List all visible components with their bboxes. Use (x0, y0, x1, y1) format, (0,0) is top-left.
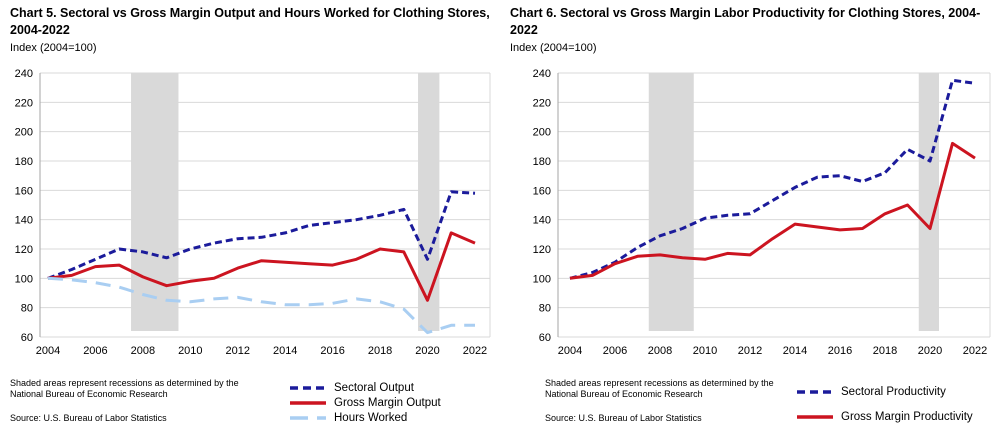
x-tick-label: 2014 (783, 345, 807, 357)
series-line-hours-worked (47, 276, 475, 335)
chart5-title: Chart 5. Sectoral vs Gross Margin Output… (10, 5, 492, 39)
x-tick-label: 2012 (226, 345, 250, 357)
legend-item-gross-margin-output: Gross Margin Output (288, 395, 441, 410)
chart5-title-line1: Chart 5. Sectoral vs Gross Margin Output… (10, 6, 490, 20)
chart6-y-axis-label: Index (2004=100) (510, 42, 597, 54)
source-note: Source: U.S. Bureau of Labor Statistics (545, 413, 702, 423)
legend-item-hours-worked: Hours Worked (288, 410, 441, 425)
chart6-title-line2: 2022 (510, 23, 538, 37)
y-tick-label: 80 (539, 303, 551, 315)
series-line-gross-margin-output (47, 231, 476, 302)
recession-band (418, 73, 440, 331)
chart6-footnote: Shaded areas represent recessions as det… (545, 378, 815, 424)
x-tick-label: 2014 (273, 345, 297, 357)
chart5-y-axis-label: Index (2004=100) (10, 42, 97, 54)
legend-item-sectoral-output: Sectoral Output (288, 380, 441, 395)
sectoral-productivity-line-swatch (797, 389, 833, 394)
x-tick-label: 2022 (463, 345, 487, 357)
y-tick-label: 200 (533, 127, 551, 139)
x-tick-label: 2012 (738, 345, 762, 357)
chart6-legend: Sectoral Productivity Gross Margin Produ… (795, 384, 973, 434)
x-tick-label: 2006 (603, 345, 627, 357)
x-tick-label: 2010 (178, 345, 202, 357)
y-tick-label: 240 (15, 68, 33, 80)
chart6-title: Chart 6. Sectoral vs Gross Margin Labor … (510, 5, 992, 39)
source-note: Source: U.S. Bureau of Labor Statistics (10, 413, 167, 423)
chart5-plot-area: 60 80 100 120 140 160 180 200 220 240 2004 2006 2008… (15, 68, 491, 357)
series-line-sectoral-output (47, 190, 476, 280)
legend-label: Sectoral Output (334, 381, 414, 394)
legend-label: Sectoral Productivity (841, 385, 946, 398)
chart5-legend: Sectoral Output Gross Margin Output Hour… (288, 380, 441, 425)
sectoral-output-line-swatch (290, 385, 326, 390)
footnote-line1: Shaded areas represent recessions as det… (545, 378, 774, 388)
x-tick-label: 2010 (693, 345, 717, 357)
x-tick-label: 2022 (963, 345, 987, 357)
x-tick-label: 2016 (320, 345, 344, 357)
x-tick-label: 2008 (648, 345, 672, 357)
y-tick-label: 240 (533, 68, 551, 80)
footnote-line1: Shaded areas represent recessions as det… (10, 378, 239, 388)
x-tick-label: 2006 (83, 345, 107, 357)
y-tick-label: 100 (533, 273, 551, 285)
y-tick-label: 160 (15, 185, 33, 197)
y-tick-label: 120 (15, 244, 33, 256)
chart5-footnote: Shaded areas represent recessions as det… (10, 378, 280, 424)
y-tick-label: 180 (15, 156, 33, 168)
footnote-line2: National Bureau of Economic Research (545, 389, 703, 399)
legend-label: Gross Margin Productivity (841, 410, 973, 423)
footnote-line2: National Bureau of Economic Research (10, 389, 168, 399)
y-tick-label: 60 (539, 332, 551, 344)
x-tick-label: 2018 (873, 345, 897, 357)
y-tick-label: 220 (15, 97, 33, 109)
y-tick-label: 120 (533, 244, 551, 256)
x-tick-label: 2004 (36, 345, 60, 357)
gross-margin-productivity-line-swatch (797, 414, 833, 419)
legend-item-gross-margin-productivity: Gross Margin Productivity (795, 409, 973, 424)
y-tick-label: 60 (21, 332, 33, 344)
chart6-plot-area: 60 80 100 120 140 160 180 200 220 240 2004 2006 2008… (533, 68, 991, 357)
recession-band (648, 73, 694, 331)
x-tick-label: 2020 (415, 345, 439, 357)
y-tick-label: 160 (533, 185, 551, 197)
x-tick-label: 2020 (918, 345, 942, 357)
chart5-title-line2: 2004-2022 (10, 23, 70, 37)
x-tick-label: 2004 (558, 345, 582, 357)
chart6-panel: Chart 6. Sectoral vs Gross Margin Labor … (500, 0, 1000, 437)
hours-worked-line-swatch (290, 415, 326, 420)
legend-label: Gross Margin Output (334, 396, 441, 409)
x-tick-label: 2008 (131, 345, 155, 357)
y-tick-label: 200 (15, 127, 33, 139)
x-tick-label: 2018 (368, 345, 392, 357)
legend-item-sectoral-productivity: Sectoral Productivity (795, 384, 973, 399)
y-tick-label: 220 (533, 97, 551, 109)
recession-band (131, 73, 179, 331)
chart5-panel: Chart 5. Sectoral vs Gross Margin Output… (10, 5, 492, 425)
y-tick-label: 140 (533, 215, 551, 227)
gross-margin-output-line-swatch (290, 400, 326, 405)
legend-label: Hours Worked (334, 411, 408, 424)
x-tick-label: 2016 (828, 345, 852, 357)
y-tick-label: 100 (15, 273, 33, 285)
y-tick-label: 140 (15, 215, 33, 227)
y-tick-label: 80 (21, 303, 33, 315)
recession-band (918, 73, 939, 331)
series-line-gross-margin-productivity (569, 141, 976, 280)
chart6-title-line1: Chart 6. Sectoral vs Gross Margin Labor … (510, 6, 981, 20)
y-tick-label: 180 (533, 156, 551, 168)
